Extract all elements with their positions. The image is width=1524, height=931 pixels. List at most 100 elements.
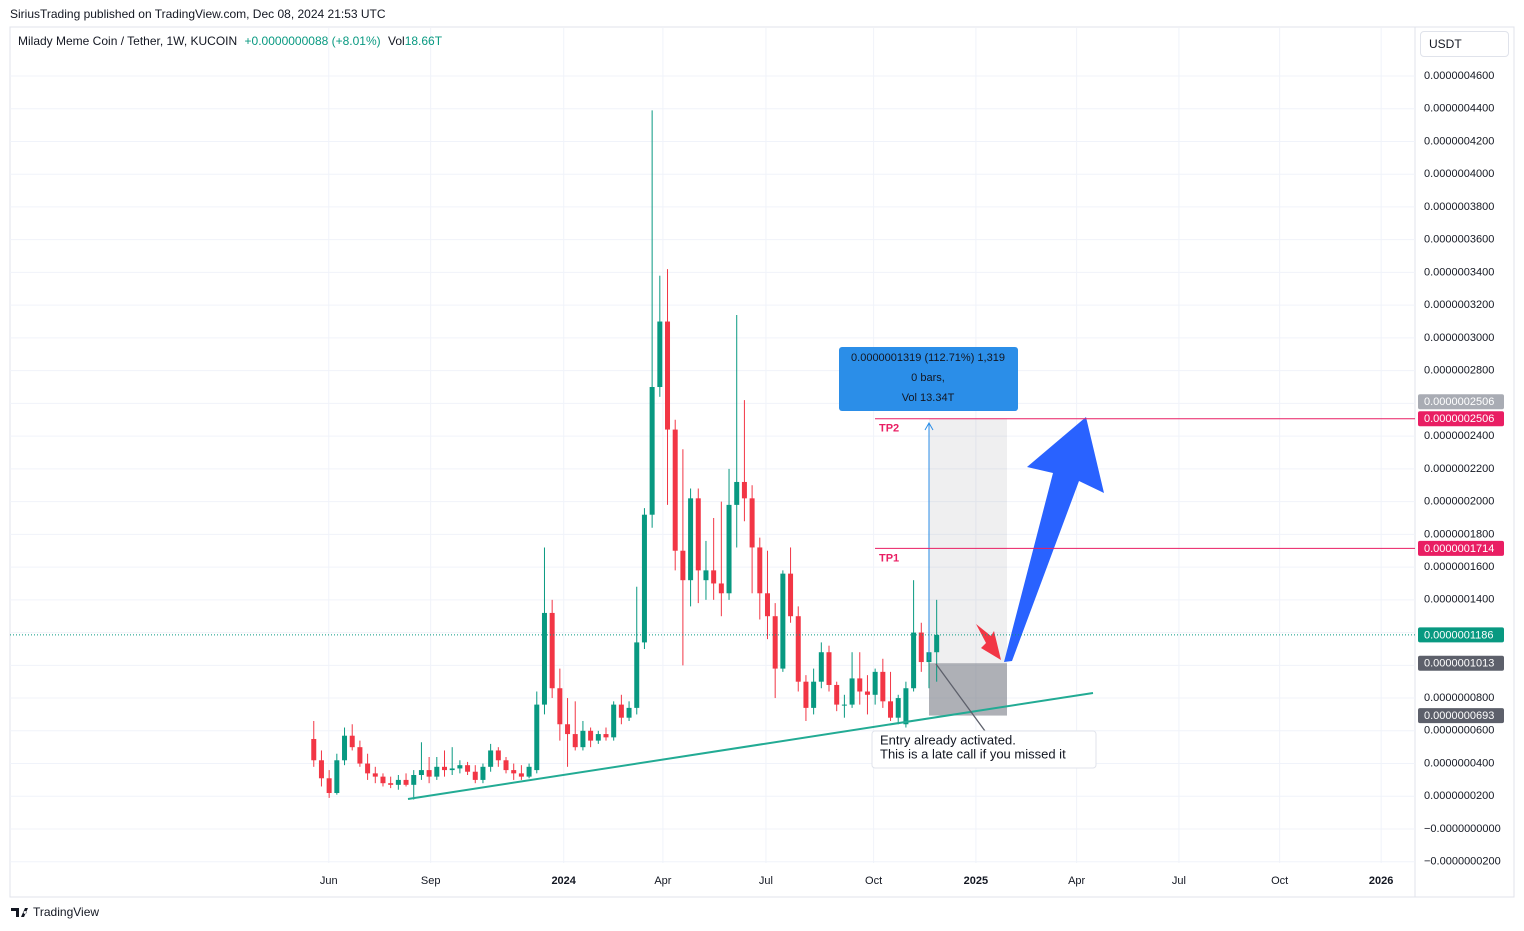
candle-body	[557, 688, 563, 725]
candle-body	[788, 573, 794, 617]
blue-arrow	[1004, 417, 1104, 662]
y-tick-label: 0.0000003600	[1424, 234, 1494, 246]
y-tick-label: 0.0000000600	[1424, 725, 1494, 737]
y-tick-label: 0.0000004400	[1424, 103, 1494, 115]
frame	[9, 26, 1515, 898]
change: +0.0000000088 (+8.01%)	[244, 34, 381, 48]
y-tick-label: 0.0000003000	[1424, 332, 1494, 344]
candle-body	[326, 778, 332, 794]
x-tick-label: 2025	[964, 875, 988, 887]
candle-body	[826, 652, 832, 685]
candle-body	[611, 704, 617, 738]
x-tick-label: Sep	[421, 875, 441, 887]
price-label: 0.0000001186	[1424, 629, 1494, 641]
tv-logo	[11, 908, 28, 917]
candle-body	[518, 773, 524, 777]
target-label: TP2	[879, 423, 899, 435]
candle-body	[857, 678, 863, 692]
red-arrow	[976, 624, 1001, 660]
y-tick-label: 0.0000003800	[1424, 201, 1494, 213]
candle-body	[718, 583, 724, 594]
axis-labels: −0.0000000200 −0.0000000000 0.0000000200 0.…	[320, 70, 1504, 887]
y-tick-label: 0.0000002000	[1424, 496, 1494, 508]
candle-body	[403, 779, 409, 785]
candle-body	[495, 750, 501, 761]
candle-body	[541, 612, 547, 705]
volume-label: Vol	[388, 34, 405, 48]
candle-body	[572, 734, 578, 748]
price-label: 0.0000002506	[1424, 396, 1494, 408]
measure-text: Vol 13.34T	[902, 392, 955, 404]
y-tick-label: −0.0000000200	[1424, 856, 1501, 868]
candle-body	[741, 481, 747, 499]
trendline	[407, 692, 1094, 800]
candle-body	[888, 701, 894, 718]
position-tool	[929, 418, 1007, 716]
x-tick-label: 2024	[551, 875, 576, 887]
footer-brand: TradingView	[33, 905, 99, 919]
candle-body	[757, 547, 763, 594]
candle-body	[680, 550, 686, 581]
candle-body	[626, 707, 632, 718]
candle-body	[711, 570, 717, 584]
measure-box	[839, 347, 1018, 411]
price-label-box	[1418, 708, 1504, 724]
candle-body	[726, 504, 732, 594]
candle-body	[880, 671, 886, 702]
candle-body	[749, 498, 755, 548]
candle-body	[357, 747, 363, 764]
price-label: 0.0000001013	[1424, 658, 1494, 670]
y-tick-label: 0.0000001800	[1424, 528, 1494, 540]
candle-body	[588, 730, 594, 741]
candle-body	[780, 573, 786, 669]
candle-body	[872, 671, 878, 695]
y-tick-label: 0.0000003400	[1424, 266, 1494, 278]
candle-body	[895, 698, 901, 718]
candle-body	[549, 612, 555, 689]
overlays: 0.0000001319 (112.71%) 1,319 0 bars, Vol…	[10, 347, 1415, 800]
annotation-text: Entry already activated.	[880, 732, 1016, 747]
candles	[311, 110, 940, 800]
candle-body	[457, 765, 463, 769]
candle-body	[918, 632, 924, 663]
candle-body	[641, 514, 647, 643]
candle-body	[534, 704, 540, 771]
candle-body	[795, 616, 801, 682]
candle-body	[318, 760, 324, 779]
candle-body	[911, 632, 917, 689]
candle-body	[365, 763, 371, 774]
price-label-box	[1418, 655, 1504, 671]
candle-body	[449, 768, 455, 771]
annotation-box	[871, 730, 1097, 769]
measure-text: 0 bars,	[911, 372, 945, 384]
candle-body	[672, 429, 678, 551]
candle-body	[818, 652, 824, 682]
candle-body	[603, 734, 609, 738]
candle-body	[665, 321, 671, 430]
candle-body	[595, 734, 601, 741]
price-label-box	[1418, 411, 1504, 427]
price-label-box	[1418, 540, 1504, 556]
candle-body	[342, 735, 348, 761]
candle-body	[841, 704, 847, 706]
candle-body	[488, 750, 494, 767]
y-tick-label: 0.0000002800	[1424, 365, 1494, 377]
candle-body	[311, 738, 317, 761]
y-tick-label: 0.0000001400	[1424, 594, 1494, 606]
candle-body	[803, 681, 809, 708]
x-tick-label: 2026	[1369, 875, 1393, 887]
x-tick-label: Jul	[759, 875, 773, 887]
y-tick-label: 0.0000000200	[1424, 790, 1494, 802]
price-label-box	[1418, 394, 1504, 410]
candle-body	[695, 498, 701, 571]
candle-body	[434, 766, 440, 777]
candle-body	[657, 321, 663, 388]
candle-body	[526, 766, 532, 777]
candle-body	[511, 770, 517, 774]
y-tick-label: 0.0000002400	[1424, 430, 1494, 442]
currency-button[interactable]: USDT	[1420, 31, 1509, 57]
candle-body	[703, 570, 709, 581]
candle-body	[764, 593, 770, 617]
candle-body	[734, 481, 740, 505]
